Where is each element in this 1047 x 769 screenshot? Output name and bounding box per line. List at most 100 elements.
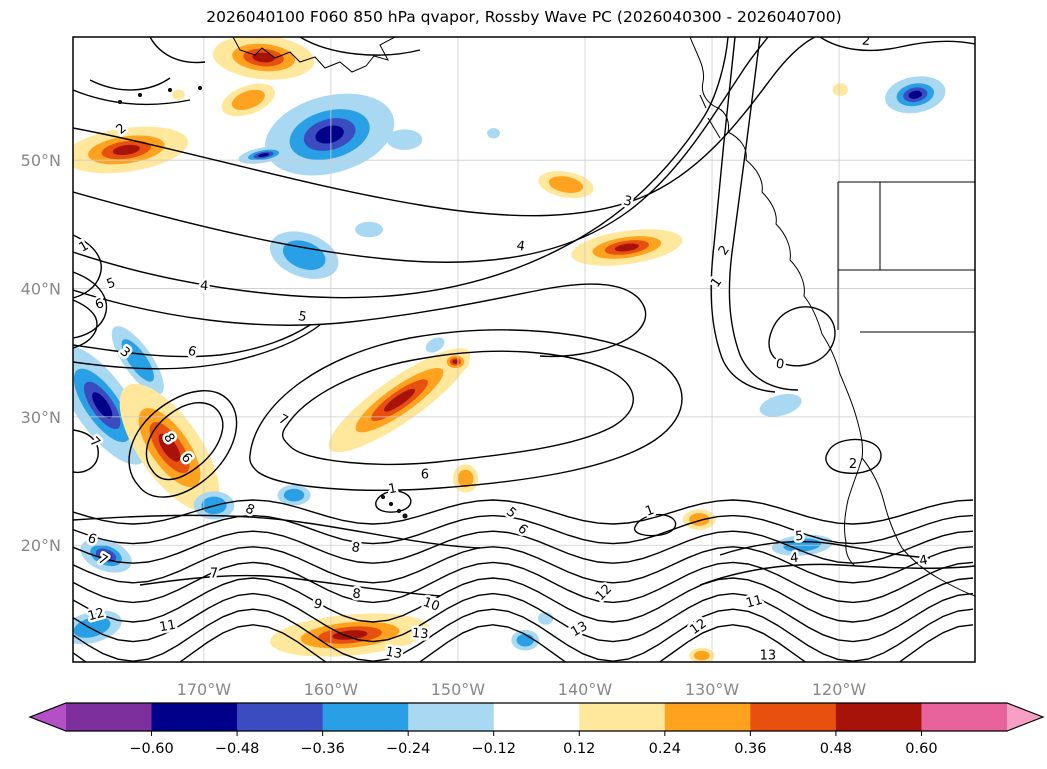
contour-line bbox=[73, 514, 481, 549]
contour-line bbox=[299, 37, 421, 56]
longitude-tick-labels: 170°W 160°W 150°W 140°W 130°W 120°W bbox=[177, 680, 867, 699]
negative-anomaly-blob bbox=[355, 221, 383, 238]
contour-value-label: 4 bbox=[199, 279, 209, 295]
island-aleutian bbox=[168, 88, 172, 92]
island-hawaii bbox=[381, 495, 385, 499]
contour-line bbox=[73, 271, 108, 339]
negative-anomaly-blob bbox=[908, 90, 922, 99]
colorbar-segment bbox=[750, 703, 837, 731]
positive-anomaly-blob bbox=[332, 630, 368, 640]
contour-value-label: 1 bbox=[77, 238, 92, 255]
negative-anomaly-blob bbox=[121, 339, 154, 382]
contour-value-label: 9 bbox=[312, 596, 324, 613]
contour-line-level-11 bbox=[73, 592, 974, 643]
island-aleutian bbox=[118, 100, 122, 104]
contour-line bbox=[719, 540, 931, 559]
contour-line bbox=[375, 490, 412, 513]
contour-line-level-6 bbox=[73, 514, 974, 545]
contour-value-label: 5 bbox=[105, 276, 118, 293]
contour-line bbox=[633, 513, 677, 537]
island-hawaii bbox=[397, 509, 401, 513]
colorbar-segment bbox=[408, 703, 495, 731]
contour-line bbox=[73, 429, 99, 474]
contour-value-label: 10 bbox=[421, 595, 442, 615]
filled-anomaly-regions bbox=[73, 37, 946, 662]
contour-value-label: 4 bbox=[918, 553, 929, 569]
colorbar-tick-label: 0.36 bbox=[734, 741, 766, 757]
contour-line bbox=[819, 37, 975, 52]
coastline-vancouver-island bbox=[707, 117, 721, 139]
contour-value-label: 4 bbox=[516, 239, 526, 255]
contour-line bbox=[73, 299, 98, 349]
coastline-mexico bbox=[901, 547, 975, 597]
contour-value-label: 8 bbox=[350, 540, 361, 556]
contour-line-level-7 bbox=[73, 530, 974, 564]
contour-line-level-5 bbox=[73, 499, 974, 525]
contour-value-label: 1 bbox=[387, 481, 398, 497]
coastline-haida-gwaii bbox=[699, 94, 707, 109]
colorbar bbox=[28, 702, 1045, 732]
colorbar-segment bbox=[493, 703, 580, 731]
colorbar-outline bbox=[28, 702, 1045, 732]
contour-value-label: 13 bbox=[760, 648, 777, 663]
contour-line bbox=[89, 77, 171, 91]
contour-line bbox=[73, 324, 311, 358]
gridlines bbox=[73, 37, 975, 662]
negative-anomaly-blob bbox=[759, 393, 802, 417]
island-hawaii bbox=[389, 502, 393, 506]
contour-line bbox=[73, 89, 191, 106]
lat-tick-label: 30°N bbox=[21, 408, 61, 427]
colorbar-right-extend-arrow bbox=[1007, 703, 1043, 731]
contour-value-label: 6 bbox=[514, 521, 530, 538]
colorbar-segment bbox=[66, 703, 153, 731]
positive-anomaly-blob bbox=[548, 176, 584, 193]
lon-tick-label: 170°W bbox=[177, 680, 232, 699]
colorbar-tick-labels: −0.60 −0.48 −0.36 −0.24 −0.12 0.12 0.24 0.36 0.4… bbox=[129, 731, 938, 757]
positive-anomaly-blob bbox=[457, 469, 474, 488]
contour-value-label: 0 bbox=[775, 357, 786, 373]
colorbar-tick-label: −0.60 bbox=[129, 741, 173, 757]
contour-line-level-12 bbox=[73, 608, 974, 662]
colorbar-segment bbox=[664, 703, 751, 731]
figure-title: 2026040100 F060 850 hPa qvapor, Rossby W… bbox=[206, 8, 841, 26]
contour-line bbox=[139, 574, 441, 597]
contour-value-label: 3 bbox=[622, 194, 633, 210]
contour-line-level-10 bbox=[73, 577, 974, 623]
contour-value-label: 13 bbox=[569, 619, 591, 640]
contour-line bbox=[73, 324, 321, 370]
colorbar-tick-label: −0.12 bbox=[472, 741, 516, 757]
coastlines bbox=[118, 37, 975, 597]
contour-value-label: 13 bbox=[384, 645, 403, 663]
contour-value-label: 6 bbox=[421, 467, 429, 482]
coastline-alaska bbox=[232, 37, 396, 73]
island-aleutian bbox=[138, 93, 142, 97]
negative-anomaly-blob bbox=[92, 392, 113, 419]
contour-line bbox=[149, 37, 206, 64]
lon-tick-label: 120°W bbox=[812, 680, 867, 699]
lon-tick-label: 150°W bbox=[431, 680, 486, 699]
contour-value-label: 2 bbox=[861, 33, 871, 49]
contour-line bbox=[73, 37, 816, 217]
negative-anomaly-blob bbox=[258, 153, 270, 157]
contour-line bbox=[825, 438, 882, 474]
positive-anomaly-blob bbox=[112, 144, 140, 156]
lon-tick-label: 130°W bbox=[685, 680, 740, 699]
latitude-tick-labels: 50°N 40°N 30°N 20°N bbox=[21, 151, 61, 555]
colorbar-tick-label: −0.36 bbox=[300, 741, 344, 757]
contour-value-label: 13 bbox=[411, 626, 429, 642]
island-aleutian bbox=[198, 86, 202, 90]
colorbar-segment bbox=[237, 703, 324, 731]
colorbar-segment bbox=[921, 703, 1008, 731]
contour-value-label: 4 bbox=[790, 551, 800, 567]
negative-anomaly-blob bbox=[73, 616, 111, 638]
colorbar-tick-label: 0.12 bbox=[563, 741, 595, 757]
coastline-gulf-of-california bbox=[861, 457, 903, 549]
contour-line bbox=[768, 306, 836, 367]
lat-tick-label: 20°N bbox=[21, 536, 61, 555]
contour-value-label: 5 bbox=[297, 309, 308, 325]
colorbar-tick-label: −0.48 bbox=[215, 741, 259, 757]
contour-value-label: 2 bbox=[716, 243, 733, 258]
contour-value-label: 12 bbox=[86, 606, 106, 625]
lon-tick-label: 140°W bbox=[558, 680, 613, 699]
